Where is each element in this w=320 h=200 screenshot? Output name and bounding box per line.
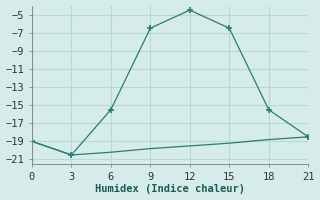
- X-axis label: Humidex (Indice chaleur): Humidex (Indice chaleur): [95, 184, 245, 194]
